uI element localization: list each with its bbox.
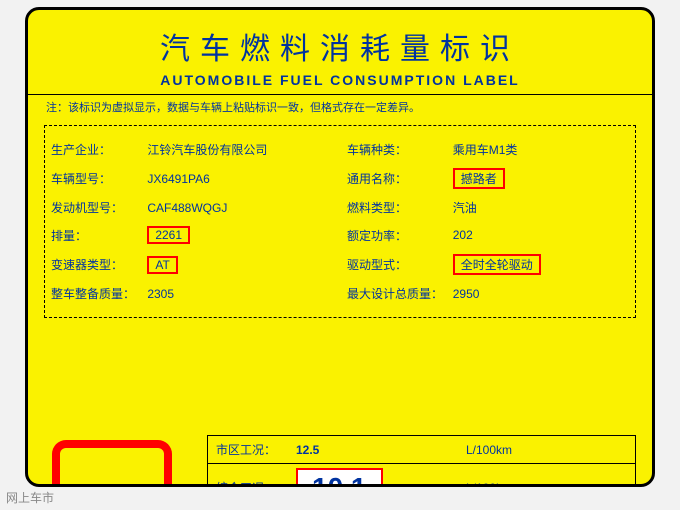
- combined-value-redbox: 10.1: [296, 468, 383, 488]
- common-name-label: 通用名称：: [347, 163, 453, 194]
- max-mass-label: 最大设计总质量：: [347, 280, 453, 307]
- max-mass-value: 2950: [453, 280, 629, 307]
- fuel-table: 市区工况： 12.5 L/100km 综合工况： 10.1 L/100km 市郊…: [207, 435, 636, 487]
- power-label: 额定功率：: [347, 221, 453, 249]
- manufacturer-value: 江铃汽车股份有限公司: [147, 136, 347, 163]
- engine-label: 发动机型号：: [51, 194, 147, 221]
- displacement-redbox: 2261: [147, 226, 190, 244]
- watermark: 网上车市: [6, 489, 54, 506]
- drive-redbox: 全时全轮驱动: [453, 254, 541, 275]
- vehicle-type-label: 车辆种类：: [347, 136, 453, 163]
- combined-label: 综合工况：: [208, 479, 296, 487]
- model-value: JX6491PA6: [147, 163, 347, 194]
- curb-label: 整车整备质量：: [51, 280, 147, 307]
- fuel-row-city: 市区工况： 12.5 L/100km: [208, 436, 635, 464]
- power-value: 202: [453, 221, 629, 249]
- manufacturer-label: 生产企业：: [51, 136, 147, 163]
- trans-label: 变速器类型：: [51, 249, 147, 280]
- fuel-type-label: 燃料类型：: [347, 194, 453, 221]
- fuel-type-value: 汽油: [453, 194, 629, 221]
- vehicle-type-value: 乘用车M1类: [453, 136, 629, 163]
- drive-value: 全时全轮驱动: [453, 249, 629, 280]
- curb-value: 2305: [147, 280, 347, 307]
- pump-label: 燃油消耗量: [72, 486, 152, 487]
- title-en: AUTOMOBILE FUEL CONSUMPTION LABEL: [28, 72, 652, 88]
- fuel-row-combined: 综合工况： 10.1 L/100km: [208, 464, 635, 487]
- title-zh: 汽车燃料消耗量标识: [28, 24, 652, 68]
- city-value: 12.5: [296, 443, 466, 457]
- specs-box: 生产企业： 江铃汽车股份有限公司 车辆种类： 乘用车M1类 车辆型号： JX64…: [44, 125, 636, 318]
- model-label: 车辆型号：: [51, 163, 147, 194]
- common-name-redbox: 撼路者: [453, 168, 505, 189]
- displacement-value: 2261: [147, 221, 347, 249]
- engine-value: CAF488WQGJ: [147, 194, 347, 221]
- fuel-section: 燃油消耗量 市区工况： 12.5 L/100km 综合工况： 10.1 L/10…: [44, 435, 636, 487]
- fuel-label-card: 汽车燃料消耗量标识 AUTOMOBILE FUEL CONSUMPTION LA…: [25, 7, 655, 487]
- city-unit: L/100km: [466, 443, 635, 457]
- drive-label: 驱动型式：: [347, 249, 453, 280]
- divider: [28, 94, 652, 95]
- combined-value-wrap: 10.1: [296, 468, 466, 488]
- pump-icon-area: 燃油消耗量: [44, 435, 199, 487]
- combined-unit: L/100km: [466, 481, 635, 488]
- city-label: 市区工况：: [208, 441, 296, 458]
- pump-icon: [52, 440, 172, 487]
- trans-redbox: AT: [147, 256, 177, 274]
- displacement-label: 排量：: [51, 221, 147, 249]
- note-text: 注：该标识为虚拟显示，数据与车辆上粘贴标识一致，但格式存在一定差异。: [28, 99, 652, 121]
- common-name-value: 撼路者: [453, 163, 629, 194]
- trans-value: AT: [147, 249, 347, 280]
